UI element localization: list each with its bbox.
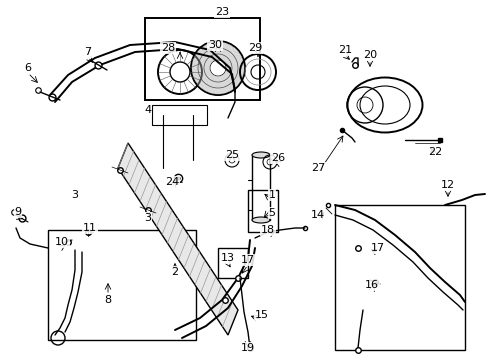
Text: 28: 28 (161, 43, 175, 53)
Text: 10: 10 (55, 237, 69, 247)
Text: 4: 4 (144, 105, 151, 115)
Polygon shape (118, 143, 238, 335)
Text: 18: 18 (261, 225, 274, 235)
Text: 23: 23 (215, 7, 228, 17)
Text: 5: 5 (268, 208, 275, 218)
Text: 30: 30 (207, 40, 222, 50)
Text: 17: 17 (370, 243, 384, 253)
Ellipse shape (251, 152, 269, 158)
Text: 13: 13 (221, 253, 235, 263)
Text: 3: 3 (144, 213, 151, 223)
Text: 17: 17 (241, 255, 255, 265)
Bar (48, 230, 196, 340)
Bar (251, 155, 269, 220)
Text: 3: 3 (71, 190, 79, 200)
Text: 16: 16 (364, 280, 378, 290)
Text: 24: 24 (164, 177, 179, 187)
Text: 15: 15 (254, 310, 268, 320)
Bar (247, 190, 278, 232)
Bar (334, 205, 464, 350)
Text: 8: 8 (104, 295, 111, 305)
Text: 9: 9 (15, 207, 21, 217)
Text: 19: 19 (241, 343, 255, 353)
Bar (145, 18, 260, 100)
Text: 7: 7 (84, 47, 91, 57)
Text: 2: 2 (171, 267, 178, 277)
Text: 14: 14 (310, 210, 325, 220)
Text: 20: 20 (362, 50, 376, 60)
Text: 1: 1 (268, 190, 275, 200)
Text: 26: 26 (270, 153, 285, 163)
Text: 21: 21 (337, 45, 351, 55)
Bar (152, 105, 206, 125)
Text: 22: 22 (427, 147, 441, 157)
Text: 11: 11 (83, 223, 97, 233)
Text: 6: 6 (24, 63, 31, 73)
Text: 12: 12 (440, 180, 454, 190)
Text: 25: 25 (224, 150, 239, 160)
Ellipse shape (251, 217, 269, 223)
Text: 29: 29 (247, 43, 262, 53)
Bar (218, 248, 247, 278)
Text: 27: 27 (310, 163, 325, 173)
